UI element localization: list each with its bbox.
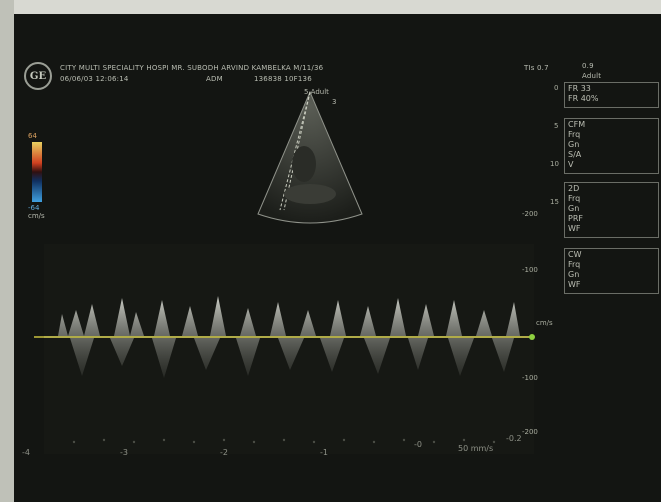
color-scale-bar [32, 142, 42, 202]
color-scale-bottom: -64 [28, 204, 40, 212]
color-scale-top: 64 [28, 132, 37, 140]
mi-label: 0.9 [582, 62, 594, 70]
2d-row: 2D [568, 184, 580, 193]
time-tick: -3 [120, 448, 128, 457]
tis-label: TIs 0.7 [524, 64, 549, 72]
cw-box: CW Frq Gn WF [564, 248, 659, 294]
velocity-unit: cm/s [536, 319, 553, 327]
parameter-panel: FR 33 FR 40% CFM Frq Gn S/A V 2D Frq Gn … [554, 74, 661, 334]
probe-sublabel: 3 [332, 98, 337, 106]
cw-row: CW [568, 250, 582, 259]
depth-tick-5: 5 [554, 122, 559, 130]
cardiac-label: Adult [582, 72, 602, 80]
ecg-dots [72, 438, 496, 444]
fr-row: FR 33 [568, 84, 591, 93]
depth-tick-10: 10 [550, 160, 559, 168]
time-tick: -4 [22, 448, 30, 457]
monitor-bezel-left [0, 0, 14, 502]
2d-box: 2D Frq Gn PRF WF [564, 182, 659, 238]
depth-tick-0: 0 [554, 84, 559, 92]
baseline-marker [529, 334, 535, 340]
doppler-spectrum [34, 244, 535, 454]
velocity-tick-top: -200 [522, 210, 538, 218]
depth-tick-15: 15 [550, 198, 559, 206]
time-tick: -0 [414, 440, 422, 449]
2d-row: WF [568, 224, 581, 233]
time-tick: -1 [320, 448, 328, 457]
cfm-row: CFM [568, 120, 586, 129]
fr-box: FR 33 FR 40% [564, 82, 659, 108]
sweep-speed-label: 50 mm/s [458, 444, 494, 453]
time-tick: -2 [220, 448, 228, 457]
cw-row: Frq [568, 260, 581, 269]
2d-row: Frq [568, 194, 581, 203]
cfm-row: Frq [568, 130, 581, 139]
echo-image [34, 90, 535, 454]
ge-logo-icon: GE [24, 62, 52, 90]
2d-row: Gn [568, 204, 580, 213]
color-scale-unit: cm/s [28, 212, 45, 220]
header-line-2: 06/06/03 12:06:14 [60, 75, 129, 83]
cfm-row: V [568, 160, 574, 169]
cfm-row: S/A [568, 150, 582, 159]
probe-label: 5 Adult [304, 88, 329, 96]
header-line-1: CITY MULTI SPECIALITY HOSPI MR. SUBODH A… [60, 64, 324, 72]
velocity-tick-lower: -100 [522, 374, 538, 382]
time-tick: -0.2 [506, 434, 522, 443]
ultrasound-screen: GE CITY MULTI SPECIALITY HOSPI MR. SUBOD… [14, 14, 661, 502]
header-line-4: 136838 10F136 [254, 75, 312, 83]
2d-sector-image [257, 90, 363, 224]
header-line-3: ADM [206, 75, 223, 83]
2d-row: PRF [568, 214, 583, 223]
cfm-box: CFM Frq Gn S/A V [564, 118, 659, 174]
velocity-tick-bottom: -200 [522, 428, 538, 436]
monitor-bezel-top [0, 0, 661, 18]
fr-row: FR 40% [568, 94, 599, 103]
cw-row: Gn [568, 270, 580, 279]
cfm-row: Gn [568, 140, 580, 149]
cw-row: WF [568, 280, 581, 289]
velocity-tick-upper: -100 [522, 266, 538, 274]
